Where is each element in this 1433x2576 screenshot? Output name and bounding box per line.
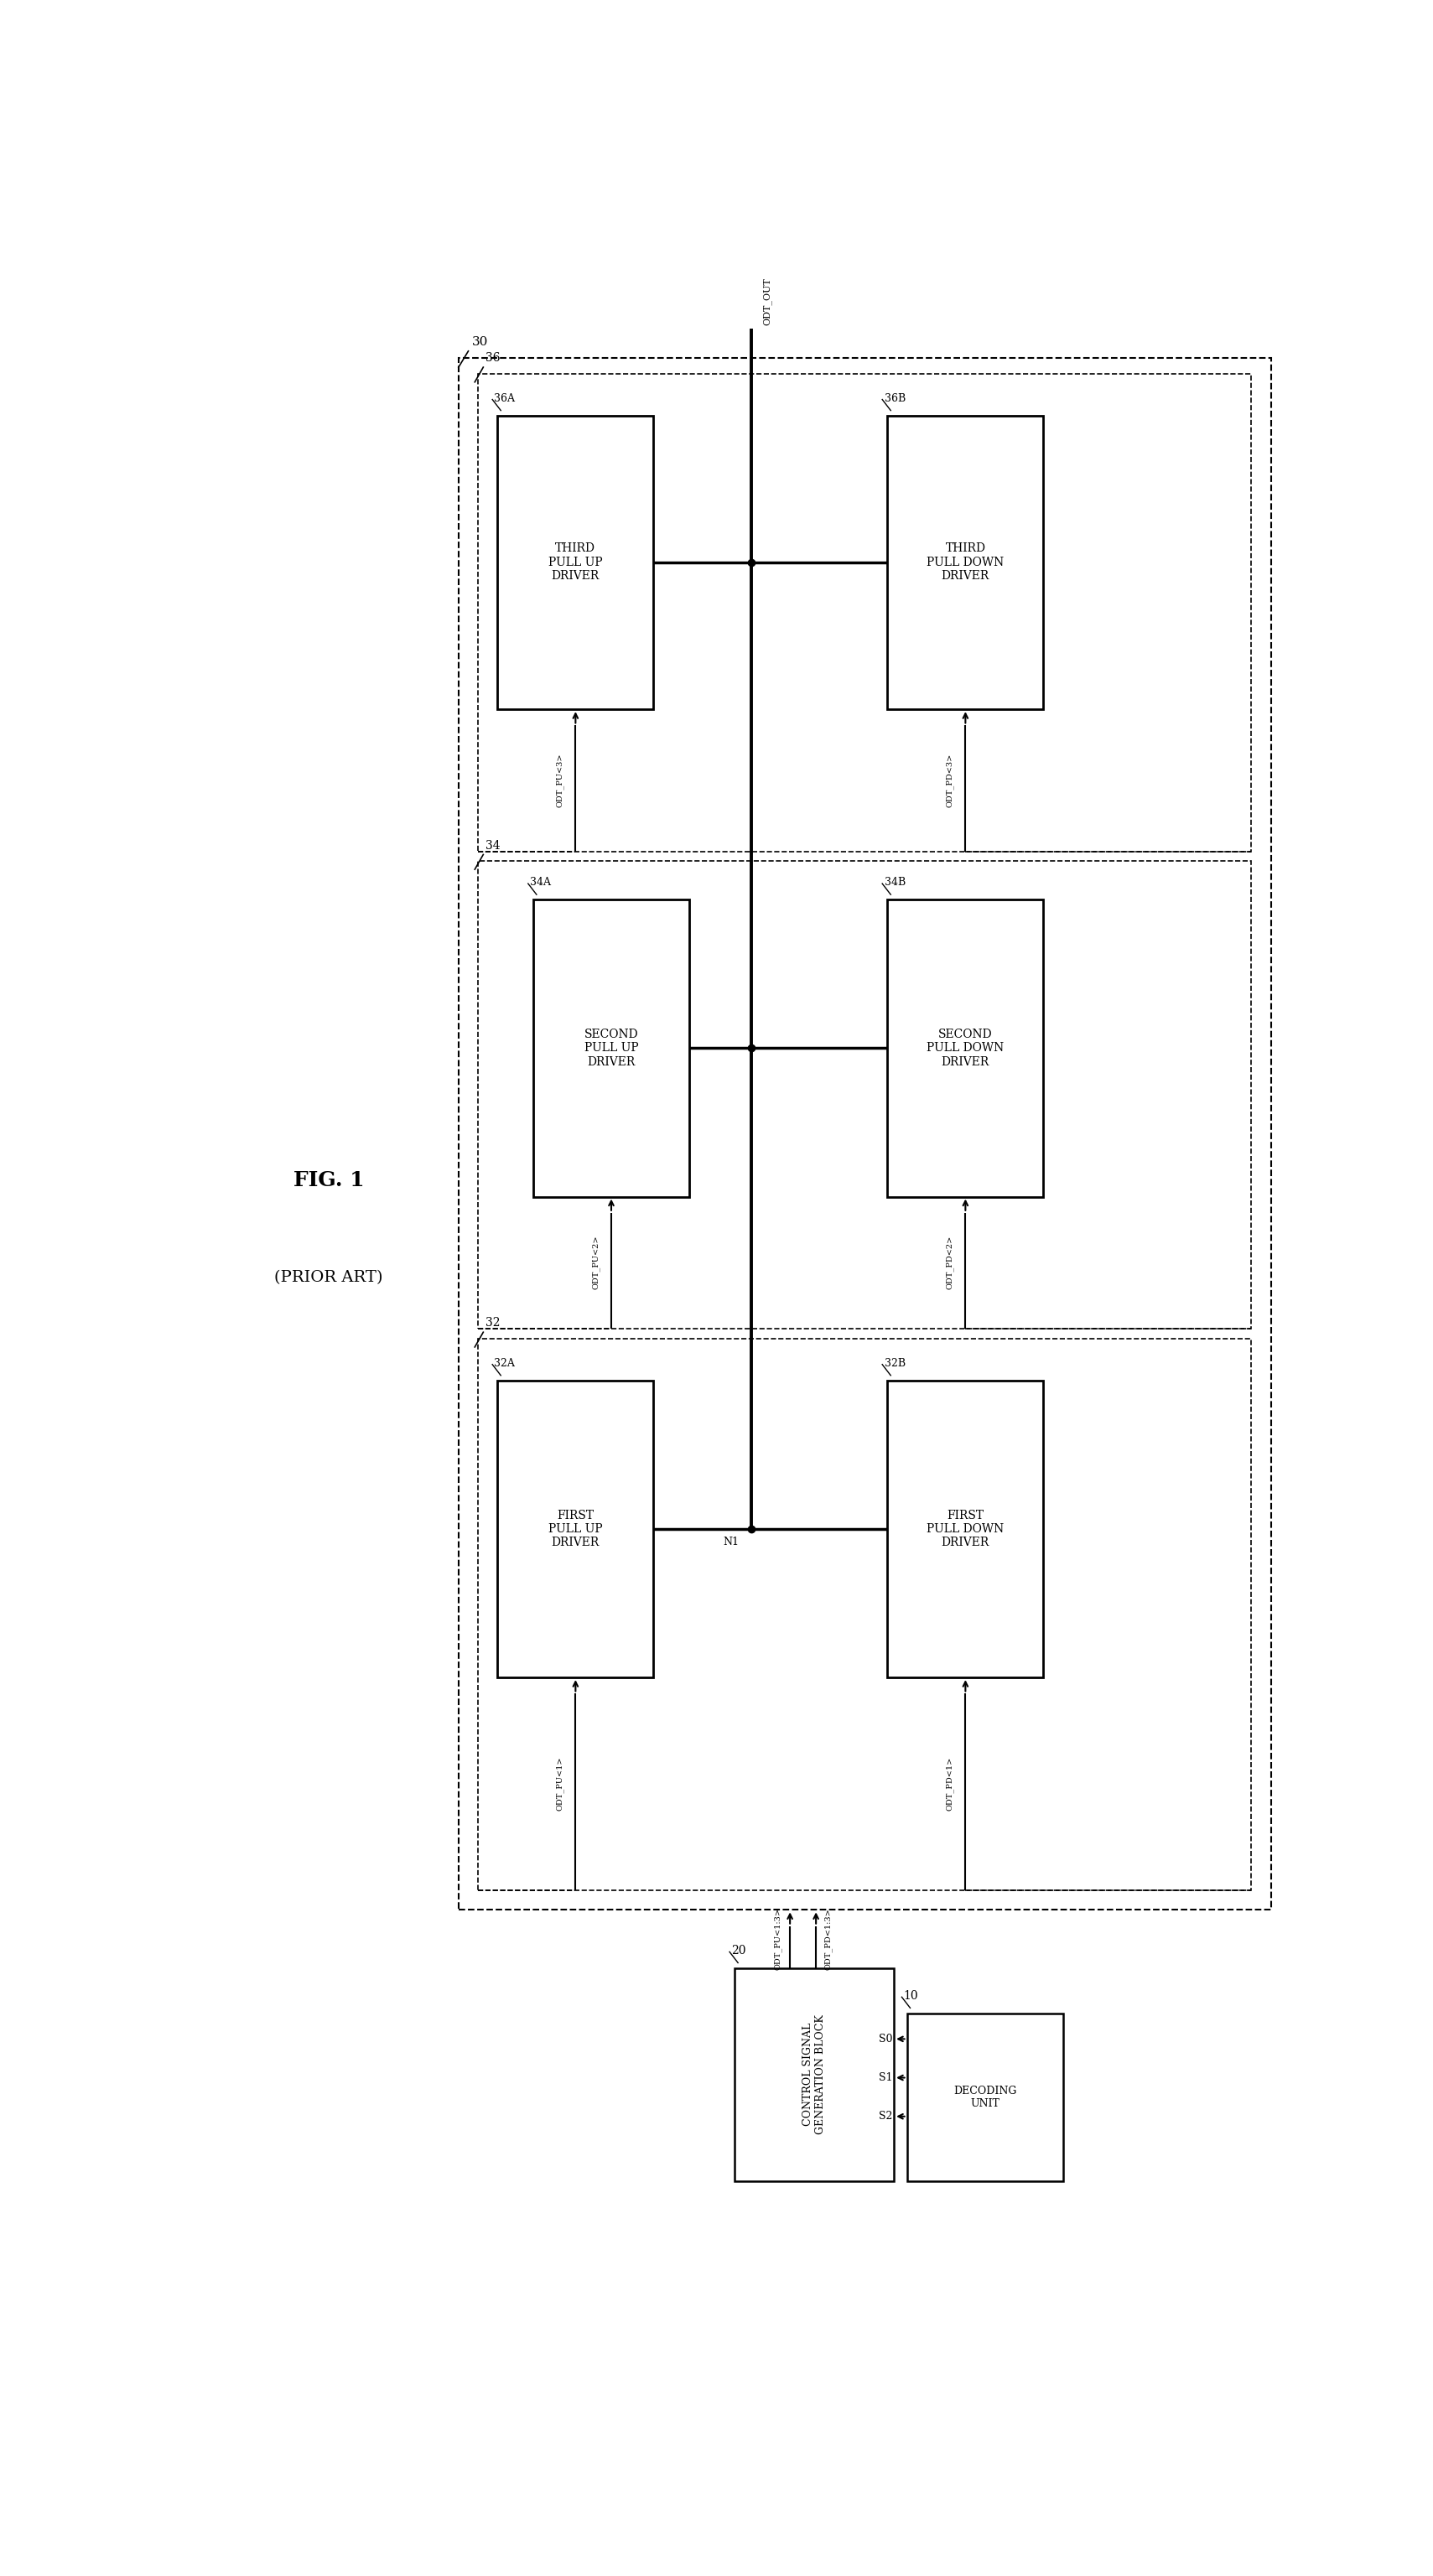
Text: SECOND
PULL DOWN
DRIVER: SECOND PULL DOWN DRIVER <box>927 1028 1005 1066</box>
Text: FIRST
PULL DOWN
DRIVER: FIRST PULL DOWN DRIVER <box>927 1510 1005 1548</box>
Text: CONTROL SIGNAL
GENERATION BLOCK: CONTROL SIGNAL GENERATION BLOCK <box>802 2014 825 2136</box>
Text: 34B: 34B <box>884 878 906 889</box>
Text: 30: 30 <box>471 335 487 348</box>
Text: ODT_PU<1:3>: ODT_PU<1:3> <box>774 1909 782 1971</box>
Text: 10: 10 <box>904 1989 919 2002</box>
Text: 34: 34 <box>486 840 500 850</box>
Text: (PRIOR ART): (PRIOR ART) <box>274 1270 383 1285</box>
Text: ODT_PU<3>: ODT_PU<3> <box>556 752 563 806</box>
Text: 32B: 32B <box>884 1358 906 1368</box>
Text: S0: S0 <box>878 2032 893 2045</box>
Text: ODT_PD<1:3>: ODT_PD<1:3> <box>824 1909 833 1971</box>
FancyBboxPatch shape <box>887 899 1043 1198</box>
Text: S1: S1 <box>878 2071 893 2084</box>
Text: 32: 32 <box>486 1316 500 1329</box>
Text: DECODING
UNIT: DECODING UNIT <box>953 2087 1016 2110</box>
FancyBboxPatch shape <box>533 899 689 1198</box>
FancyBboxPatch shape <box>735 1968 894 2182</box>
Text: ODT_PD<1>: ODT_PD<1> <box>946 1757 954 1811</box>
FancyBboxPatch shape <box>887 1381 1043 1677</box>
Text: 36: 36 <box>486 353 500 363</box>
Text: THIRD
PULL DOWN
DRIVER: THIRD PULL DOWN DRIVER <box>927 544 1005 582</box>
Text: FIG. 1: FIG. 1 <box>294 1170 364 1190</box>
Text: ODT_PU<2>: ODT_PU<2> <box>592 1236 599 1291</box>
Text: ODT_PU<1>: ODT_PU<1> <box>556 1757 563 1811</box>
Text: FIRST
PULL UP
DRIVER: FIRST PULL UP DRIVER <box>549 1510 603 1548</box>
Text: SECOND
PULL UP
DRIVER: SECOND PULL UP DRIVER <box>585 1028 638 1066</box>
FancyBboxPatch shape <box>907 2014 1063 2182</box>
Text: ODT_OUT: ODT_OUT <box>762 278 771 325</box>
Text: THIRD
PULL UP
DRIVER: THIRD PULL UP DRIVER <box>549 544 603 582</box>
Text: 36A: 36A <box>494 394 516 404</box>
Text: N1: N1 <box>724 1535 739 1548</box>
Text: 34A: 34A <box>530 878 552 889</box>
FancyBboxPatch shape <box>497 415 653 708</box>
Text: ODT_PD<2>: ODT_PD<2> <box>946 1236 954 1291</box>
Text: S2: S2 <box>878 2110 893 2123</box>
FancyBboxPatch shape <box>497 1381 653 1677</box>
FancyBboxPatch shape <box>887 415 1043 708</box>
Text: 20: 20 <box>731 1945 747 1955</box>
Text: 32A: 32A <box>494 1358 514 1368</box>
Text: 36B: 36B <box>884 394 906 404</box>
Text: ODT_PD<3>: ODT_PD<3> <box>946 752 954 806</box>
